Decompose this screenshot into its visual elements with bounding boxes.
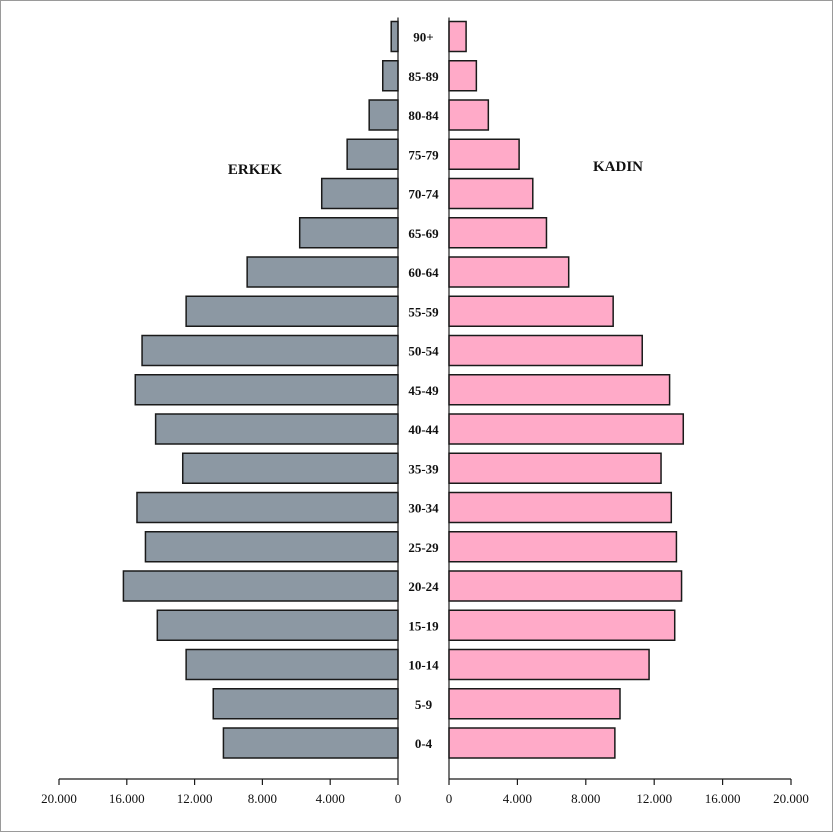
- bar-kadin-65-69: [448, 217, 548, 249]
- age-label-35-39: 35-39: [408, 461, 439, 476]
- age-label-25-29: 25-29: [408, 540, 439, 555]
- age-label-0-4: 0-4: [415, 736, 433, 751]
- bar-kadin-30-34: [448, 491, 673, 524]
- left-tick-label: 16.000: [109, 791, 145, 806]
- left-tick-label: 12.000: [177, 791, 213, 806]
- bar-kadin-35-39: [448, 452, 662, 484]
- right-tick-label: 4.000: [503, 791, 532, 806]
- left-tick-label: 0: [395, 791, 402, 806]
- kadin-bars: [448, 20, 685, 759]
- bar-erkek-55-59: [185, 295, 399, 327]
- age-label-10-14: 10-14: [408, 658, 439, 673]
- bar-erkek-65-69: [298, 217, 399, 249]
- bar-kadin-50-54: [448, 334, 643, 367]
- right-tick-label: 20.000: [773, 791, 809, 806]
- bar-erkek-10-14: [185, 648, 399, 681]
- age-label-5-9: 5-9: [415, 697, 433, 712]
- right-tick-label: 8.000: [571, 791, 600, 806]
- bar-kadin-10-14: [448, 648, 650, 681]
- bar-erkek-90+: [390, 20, 399, 53]
- right-tick-label: 16.000: [705, 791, 741, 806]
- bar-erkek-50-54: [141, 334, 399, 367]
- bar-erkek-30-34: [136, 491, 399, 524]
- age-label-80-84: 80-84: [408, 108, 439, 123]
- bar-erkek-15-19: [156, 609, 399, 641]
- bar-kadin-80-84: [448, 99, 490, 131]
- age-label-30-34: 30-34: [408, 501, 439, 516]
- axes: [58, 17, 792, 785]
- erkek-bars: [122, 20, 399, 759]
- bar-kadin-85-89: [448, 60, 478, 92]
- bar-kadin-60-64: [448, 256, 570, 288]
- bar-erkek-20-24: [122, 570, 399, 602]
- age-label-85-89: 85-89: [408, 69, 439, 84]
- right-tick-label: 12.000: [636, 791, 672, 806]
- age-group-labels: 0-4 5-9 10-14 15-19 20-24 25-29 30-34 35-39 40-4…: [408, 30, 439, 752]
- bar-erkek-25-29: [144, 531, 399, 563]
- series-label-erkek: ERKEK: [228, 162, 283, 178]
- bar-kadin-40-44: [448, 413, 685, 445]
- bar-erkek-70-74: [320, 177, 399, 210]
- age-label-15-19: 15-19: [408, 618, 439, 633]
- bar-erkek-60-64: [246, 256, 399, 288]
- left-tick-label: 4.000: [316, 791, 345, 806]
- bar-kadin-90+: [448, 20, 467, 53]
- bar-kadin-75-79: [448, 138, 520, 170]
- bar-kadin-25-29: [448, 531, 678, 563]
- bar-erkek-80-84: [368, 99, 399, 131]
- age-label-70-74: 70-74: [408, 187, 439, 202]
- bar-kadin-15-19: [448, 609, 676, 641]
- bar-erkek-75-79: [346, 138, 399, 170]
- age-label-45-49: 45-49: [408, 383, 439, 398]
- age-label-40-44: 40-44: [408, 422, 439, 437]
- bar-kadin-0-4: [448, 727, 616, 759]
- age-label-90+: 90+: [413, 30, 433, 45]
- age-label-60-64: 60-64: [408, 265, 439, 280]
- left-tick-label: 20.000: [41, 791, 77, 806]
- bar-erkek-35-39: [181, 452, 399, 484]
- bar-kadin-20-24: [448, 570, 683, 602]
- bar-erkek-45-49: [134, 374, 399, 406]
- bar-erkek-0-4: [222, 727, 399, 759]
- bar-erkek-5-9: [212, 688, 399, 720]
- bar-kadin-55-59: [448, 295, 614, 327]
- bar-erkek-85-89: [381, 60, 399, 92]
- age-label-50-54: 50-54: [408, 344, 439, 359]
- right-tick-label: 0: [446, 791, 453, 806]
- age-label-55-59: 55-59: [408, 304, 439, 319]
- bar-kadin-45-49: [448, 374, 671, 406]
- bar-kadin-5-9: [448, 688, 621, 720]
- left-tick-label: 8.000: [248, 791, 277, 806]
- bar-kadin-70-74: [448, 177, 534, 210]
- tick-labels: 0 0 4.000 4.000 8.000 8.000 12.000 12.000 16.000…: [41, 791, 809, 806]
- age-label-65-69: 65-69: [408, 226, 439, 241]
- age-label-75-79: 75-79: [408, 147, 439, 162]
- series-label-kadin: KADIN: [593, 159, 643, 175]
- age-label-20-24: 20-24: [408, 579, 439, 594]
- bar-erkek-40-44: [154, 413, 399, 445]
